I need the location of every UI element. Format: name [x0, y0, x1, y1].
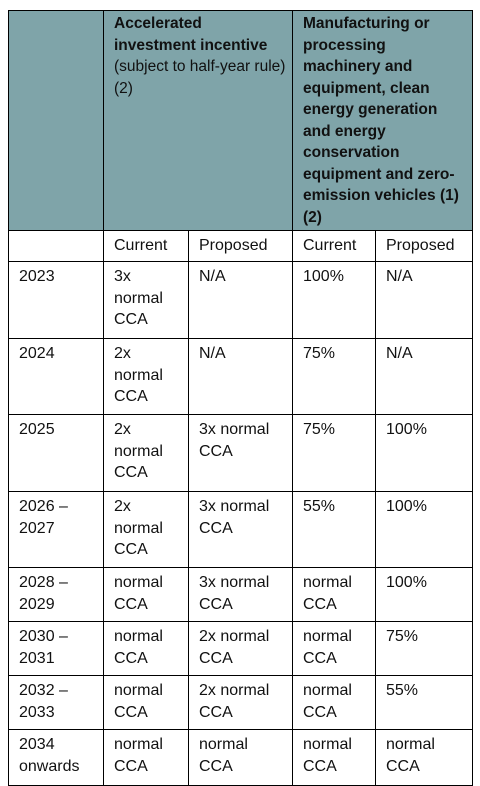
header-title: Accelerated investment incentive: [114, 15, 268, 54]
header-group: Manufacturing or processing machinery an…: [292, 10, 473, 231]
rate-cell: 55%: [292, 491, 376, 568]
data-row: 2024 2x normal CCA N/A 75% N/A: [8, 338, 473, 415]
subheader-row: Current Proposed Current Proposed: [8, 230, 473, 262]
subheader-cell: Proposed: [375, 230, 473, 262]
rate-cell: 2x normal CCA: [103, 414, 189, 492]
subheader-cell: Proposed: [188, 230, 293, 262]
header-subtitle: (subject to half-year rule) (2): [114, 58, 286, 97]
subheader-cell: Current: [103, 230, 189, 262]
rate-cell: 3x normal CCA: [188, 567, 293, 622]
rate-cell: N/A: [188, 261, 293, 339]
header-group: Accelerated investment incentive (subjec…: [103, 10, 293, 231]
rate-cell: normal CCA: [292, 567, 376, 622]
rate-cell: 100%: [375, 491, 473, 568]
data-row: 2026 – 2027 2x normal CCA 3x normal CCA 55%…: [8, 491, 473, 568]
rate-cell: 3x normal CCA: [103, 261, 189, 339]
rate-cell: 2x normal CCA: [103, 491, 189, 568]
rate-cell: 55%: [375, 675, 473, 730]
rate-cell: N/A: [375, 338, 473, 415]
data-row: 2030 – 2031 normal CCA 2x normal CCA normal…: [8, 621, 473, 676]
rate-cell: 75%: [292, 414, 376, 492]
rate-cell: 2x normal CCA: [188, 621, 293, 676]
data-row: 2025 2x normal CCA 3x normal CCA 75% 100%: [8, 414, 473, 492]
data-row: 2032 – 2033 normal CCA 2x normal CCA normal…: [8, 675, 473, 730]
header-empty: [8, 10, 104, 231]
rate-cell: normal CCA: [103, 567, 189, 622]
rate-cell: 3x normal CCA: [188, 491, 293, 568]
rate-cell: 3x normal CCA: [188, 414, 293, 492]
cca-table: Accelerated investment incentive (subjec…: [8, 10, 473, 786]
data-row: 2023 3x normal CCA N/A 100% N/A: [8, 261, 473, 339]
rate-cell: 2x normal CCA: [103, 338, 189, 415]
rate-cell: N/A: [375, 261, 473, 339]
subheader-cell: Current: [292, 230, 376, 262]
subheader-empty: [8, 230, 104, 262]
rate-cell: normal CCA: [292, 675, 376, 730]
rate-cell: 2x normal CCA: [188, 675, 293, 730]
rate-cell: 100%: [375, 567, 473, 622]
rate-cell: 100%: [292, 261, 376, 339]
rate-cell: 75%: [375, 621, 473, 676]
year-cell: 2028 – 2029: [8, 567, 104, 622]
year-cell: 2025: [8, 414, 104, 492]
rate-cell: normal CCA: [103, 621, 189, 676]
year-cell: 2023: [8, 261, 104, 339]
year-cell: 2030 – 2031: [8, 621, 104, 676]
year-cell: 2024: [8, 338, 104, 415]
year-cell: 2032 – 2033: [8, 675, 104, 730]
header-title: Manufacturing or processing machinery an…: [303, 15, 459, 226]
rate-cell: 100%: [375, 414, 473, 492]
rate-cell: 75%: [292, 338, 376, 415]
page: Accelerated investment incentive (subjec…: [8, 10, 473, 786]
data-row: 2028 – 2029 normal CCA 3x normal CCA normal…: [8, 567, 473, 622]
rate-cell: normal CCA: [292, 621, 376, 676]
year-cell: 2026 – 2027: [8, 491, 104, 568]
rate-cell: normal CCA: [103, 675, 189, 730]
header-row: Accelerated investment incentive (subjec…: [8, 10, 473, 231]
rate-cell: N/A: [188, 338, 293, 415]
